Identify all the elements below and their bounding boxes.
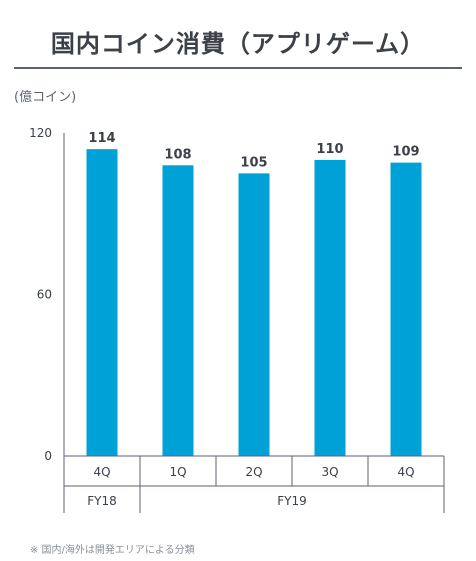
y-tick-label: 60 — [37, 288, 52, 302]
x-group-label: FY19 — [277, 494, 307, 508]
bar-value-label: 114 — [88, 131, 115, 146]
title-divider — [14, 67, 462, 69]
footnote: ※ 国内/海外は開発エリアによる分類 — [30, 545, 195, 556]
bar — [238, 173, 270, 456]
x-category-label: 4Q — [397, 465, 414, 479]
bar — [314, 159, 346, 456]
bar — [390, 162, 422, 456]
bar-value-label: 108 — [164, 147, 191, 162]
x-category-label: 3Q — [321, 465, 338, 479]
bar-value-label: 110 — [316, 142, 343, 157]
chart-title: 国内コイン消費（アプリゲーム） — [50, 30, 426, 58]
x-category-label: 2Q — [245, 465, 262, 479]
x-category-label: 4Q — [93, 465, 110, 479]
bar — [162, 165, 194, 457]
bar-value-label: 105 — [240, 155, 267, 170]
bar-value-label: 109 — [392, 145, 419, 160]
y-axis-unit-label: (億コイン) — [14, 90, 77, 105]
y-tick-label: 0 — [44, 449, 52, 463]
x-group-label: FY18 — [87, 494, 117, 508]
x-category-label: 1Q — [169, 465, 186, 479]
y-tick-label: 120 — [29, 126, 52, 140]
bar — [86, 149, 118, 456]
